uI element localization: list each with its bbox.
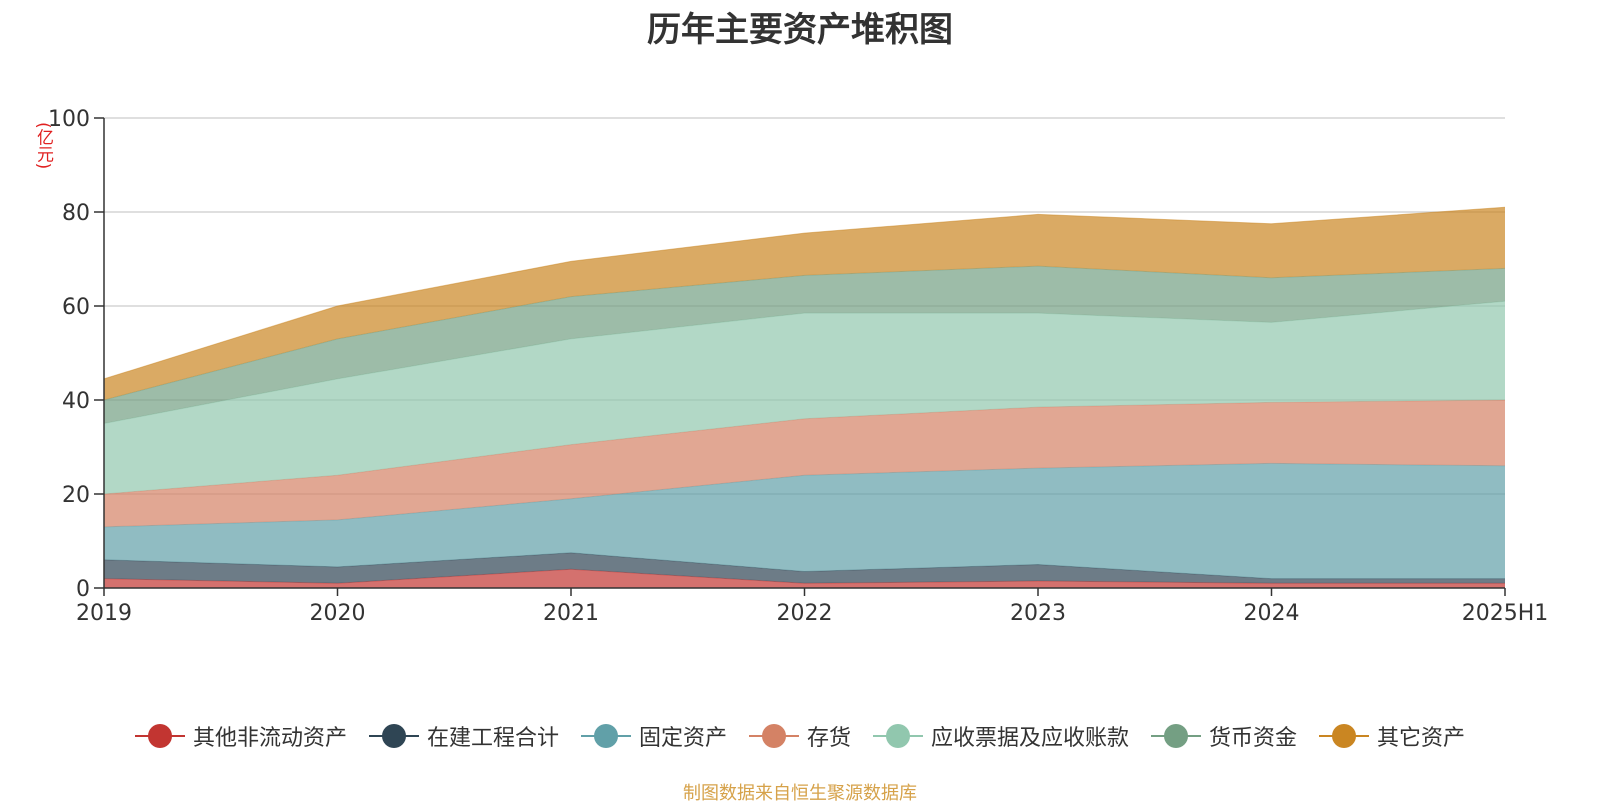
y-tick-label-60: 60 (62, 295, 90, 320)
y-tick-label-100: 100 (48, 107, 90, 132)
legend: 其他非流动资产 在建工程合计 固定资产 存货 应收票据及应收账款 货币资金 其它资产 (0, 718, 1600, 754)
x-tick-label-2022: 2022 (777, 601, 833, 626)
legend-item-6[interactable]: 货币资金 (1151, 720, 1297, 752)
legend-swatch (134, 724, 185, 748)
legend-item-2[interactable]: 在建工程合计 (368, 720, 559, 752)
legend-label: 固定资产 (638, 726, 727, 751)
y-tick-label-80: 80 (62, 201, 90, 226)
legend-label: 其他非流动资产 (192, 726, 347, 751)
x-tick-label-2023: 2023 (1010, 601, 1066, 626)
legend-swatch (368, 724, 419, 748)
legend-swatch (580, 724, 631, 748)
legend-swatch (873, 724, 923, 748)
x-tick-label-2025H1: 2025H1 (1462, 601, 1549, 626)
area-series-7 (104, 207, 1505, 400)
legend-item-4[interactable]: 存货 (748, 720, 851, 752)
legend-label: 货币资金 (1209, 726, 1298, 751)
legend-swatch (1319, 724, 1370, 748)
area-series-3 (104, 463, 1505, 579)
legend-label: 应收票据及应收账款 (931, 726, 1130, 751)
chart-title: 历年主要资产堆积图 (647, 10, 953, 50)
area-series-2 (104, 552, 1505, 584)
legend-swatch (748, 724, 799, 748)
y-tick-label-20: 20 (62, 483, 90, 508)
area-edge-7 (103, 206, 1506, 380)
y-tick-label-0: 0 (76, 577, 90, 602)
legend-label: 其它资产 (1377, 726, 1466, 751)
legend-label: 存货 (806, 726, 851, 751)
area-series-5 (104, 301, 1505, 494)
area-series-6 (104, 266, 1505, 424)
y-tick-label-40: 40 (62, 389, 90, 414)
x-tick-label-2021: 2021 (543, 601, 599, 626)
x-tick-label-2020: 2020 (310, 601, 366, 626)
source-note: 制图数据来自恒生聚源数据库 (683, 783, 917, 804)
legend-label: 在建工程合计 (426, 726, 559, 751)
y-axis-unit-label: (亿元) (33, 122, 53, 170)
x-tick-label-2019: 2019 (76, 601, 132, 626)
area-series-4 (104, 400, 1505, 527)
area-series-1 (104, 569, 1505, 588)
legend-item-1[interactable]: 其他非流动资产 (134, 720, 347, 752)
axes: 0 20 40 60 80 100 2019 2020 2021 2022 2023 2024 2025… (48, 107, 1548, 626)
legend-swatch (1151, 724, 1202, 748)
legend-item-5[interactable]: 应收票据及应收账款 (873, 720, 1129, 752)
legend-item-7[interactable]: 其它资产 (1319, 720, 1465, 752)
x-tick-label-2024: 2024 (1244, 601, 1300, 626)
stacked-areas (103, 206, 1506, 588)
legend-item-3[interactable]: 固定资产 (580, 720, 727, 752)
